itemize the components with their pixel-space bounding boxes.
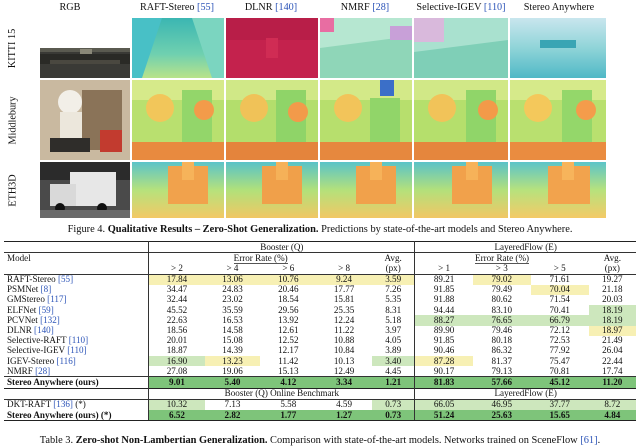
table-row-dlnr: DLNR [140] 18.56 14.58 12.61 11.22 3.97 … [4, 325, 636, 336]
table-row-raft-stereo: RAFT-Stereo [55] 17.84 13.06 10.76 9.24 … [4, 273, 636, 285]
col-header-rgb: RGB [59, 2, 81, 13]
row-label-eth3d: ETH3D [7, 173, 19, 207]
table-row-igev-stereo: IGEV-Stereo [116] 16.90 13.23 11.42 10.1… [4, 356, 636, 367]
middlebury-nmrf-disparity [320, 80, 412, 160]
eth3d-raft-stereo-disparity [132, 162, 224, 218]
table-row-gmstereo: GMStereo [117] 32.44 23.02 18.54 15.81 5… [4, 295, 636, 306]
header-row-2: Model Error Rate (%) Avg. Error Rate (%)… [4, 252, 636, 264]
threshold-header: > 5 [553, 262, 566, 273]
kitti-nmrf-disparity [320, 18, 412, 78]
eth3d-dlnr-disparity [226, 162, 318, 218]
kitti-selective-igev-disparity [414, 18, 508, 78]
middlebury-rgb-image [40, 80, 130, 160]
error-rate-header-1: Error Rate (%) [233, 252, 288, 264]
table-row-elfnet: ELFNet [59] 45.52 35.59 29.56 25.35 8.31… [4, 305, 636, 316]
figure-caption: Figure 4. Qualitative Results – Zero-Sho… [67, 224, 573, 235]
col-header-raft-stereo: RAFT-Stereo [55] [139, 2, 215, 13]
px-header: (px) [604, 262, 620, 273]
table-row-nmrf: NMRF [28] 27.08 19.06 15.13 12.49 4.45 9… [4, 366, 636, 377]
col-header-stereo-anywhere: Stereo Anywhere [523, 2, 595, 13]
px-header: (px) [371, 263, 416, 275]
table-row-selective-raft: Selective-RAFT [110] 20.01 15.08 12.52 1… [4, 336, 636, 346]
table-row-pcvnet: PCVNet [132] 22.63 16.53 13.92 12.24 5.1… [4, 315, 636, 326]
col-header-nmrf: NMRF [28] [340, 2, 390, 13]
middlebury-stereo-anywhere-disparity [510, 80, 606, 160]
middlebury-selective-igev-disparity [414, 80, 508, 160]
threshold-header: > 2 [171, 262, 183, 273]
model-column-header: Model [4, 252, 150, 264]
kitti-dlnr-disparity [226, 18, 318, 78]
kitti-stereo-anywhere-disparity [510, 18, 606, 78]
col-header-dlnr: DLNR [140] [244, 2, 298, 13]
eth3d-nmrf-disparity [320, 162, 412, 218]
online-group-header-layeredflow: LayeredFlow (E) [414, 387, 636, 400]
header-row-3: > 2 > 4 > 6 > 8 (px) > 1 > 3 > 5 (px) [4, 262, 636, 275]
row-label-kitti: KITTI 15 [7, 28, 19, 68]
table-row-dkt-raft: DKT-RAFT [136] (*) 10.32 7.13 5.58 4.59 … [4, 398, 636, 410]
kitti-rgb-image [40, 18, 130, 78]
threshold-header: > 8 [338, 262, 351, 273]
table-row-selective-igev: Selective-IGEV [110] 18.87 14.39 12.17 1… [4, 346, 636, 357]
table-row-stereo-anywhere-online: Stereo Anywhere (ours) (*) 6.52 2.82 1.7… [4, 410, 636, 422]
table-row-psmnet: PSMNet [8] 34.47 24.83 20.46 17.77 7.26 … [4, 285, 636, 295]
group-header-booster: Booster (Q) [148, 240, 416, 253]
col-header-selective-igev: Selective-IGEV [110] [416, 2, 506, 13]
middlebury-dlnr-disparity [226, 80, 318, 160]
threshold-header: > 4 [226, 262, 239, 273]
eth3d-selective-igev-disparity [414, 162, 508, 218]
table-row-stereo-anywhere: Stereo Anywhere (ours) 9.01 5.40 4.12 3.… [4, 376, 636, 389]
results-table: Booster (Q) LayeredFlow (E) Model Error … [4, 240, 636, 422]
kitti-raft-stereo-disparity [132, 18, 224, 78]
row-label-middlebury: Middlebury [7, 95, 19, 145]
group-header-layeredflow: LayeredFlow (E) [414, 240, 636, 253]
table-caption: Table 3. Zero-shot Non-Lambertian Genera… [39, 435, 601, 446]
threshold-header: > 1 [438, 262, 451, 273]
threshold-header: > 3 [495, 262, 508, 273]
avg-header-1: Avg. [371, 252, 416, 264]
error-rate-header-2: Error Rate (%) [475, 252, 530, 264]
online-group-header-booster: Booster (Q) Online Benchmark [148, 387, 416, 400]
middlebury-raft-stereo-disparity [132, 80, 224, 160]
threshold-header: > 6 [282, 262, 295, 273]
avg-header-2: Avg. [588, 252, 636, 264]
online-header-row: Booster (Q) Online Benchmark LayeredFlow… [4, 387, 636, 400]
eth3d-stereo-anywhere-disparity [510, 162, 606, 218]
eth3d-rgb-image [40, 162, 130, 218]
header-row-1: Booster (Q) LayeredFlow (E) [4, 240, 636, 253]
